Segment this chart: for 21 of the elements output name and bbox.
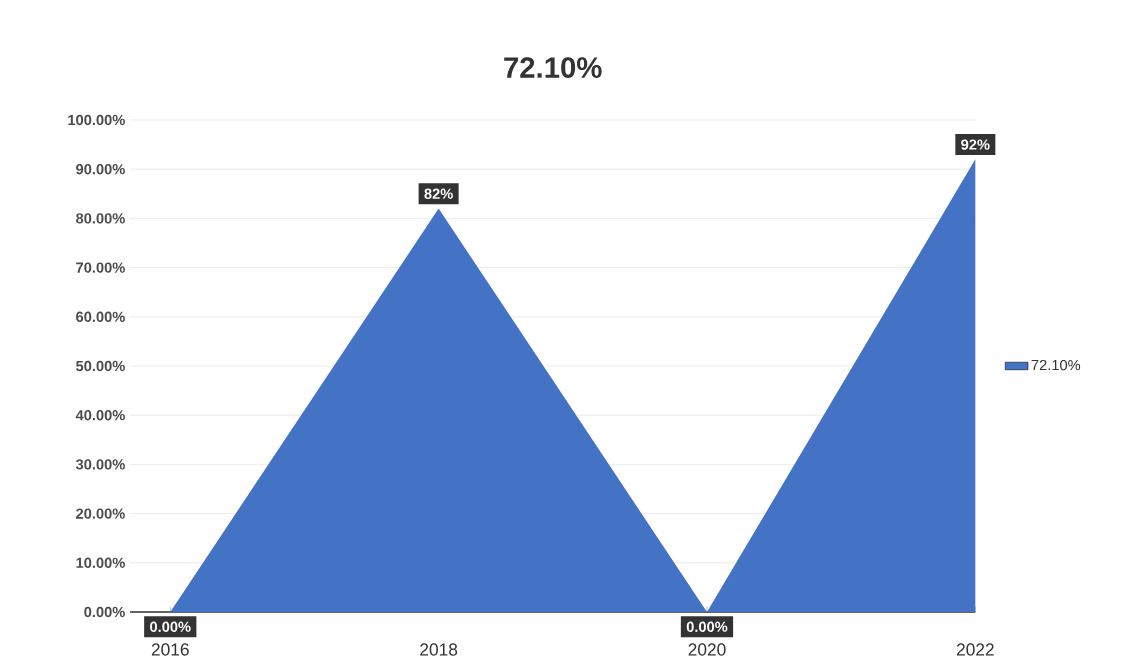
data-label: 82% [424, 188, 453, 199]
data-label: 0.00% [150, 621, 191, 632]
y-tick-label: 60.00% [76, 311, 125, 322]
y-tick-label: 0.00% [84, 606, 125, 618]
y-tick-label: 90.00% [76, 164, 125, 175]
data-label: 92% [961, 139, 990, 150]
y-tick-label: 50.00% [76, 360, 125, 372]
x-tick-label: 2016 [151, 643, 189, 656]
y-tick-label: 40.00% [75, 410, 125, 421]
y-tick-label: 30.00% [75, 459, 125, 470]
y-tick-label: 100.00% [68, 114, 125, 126]
y-tick-label: 80.00% [76, 213, 125, 224]
data-label: 0.00% [686, 621, 728, 632]
y-tick-label: 10.00% [76, 557, 125, 568]
x-tick-label: 2022 [956, 643, 994, 656]
legend-label: 72.10% [1031, 359, 1081, 371]
y-tick-label: 70.00% [76, 262, 125, 273]
x-tick-label: 2018 [420, 643, 458, 656]
x-tick-label: 2020 [688, 643, 726, 656]
y-tick-label: 20.00% [76, 508, 125, 519]
chart-title: 72.10% [504, 57, 602, 78]
